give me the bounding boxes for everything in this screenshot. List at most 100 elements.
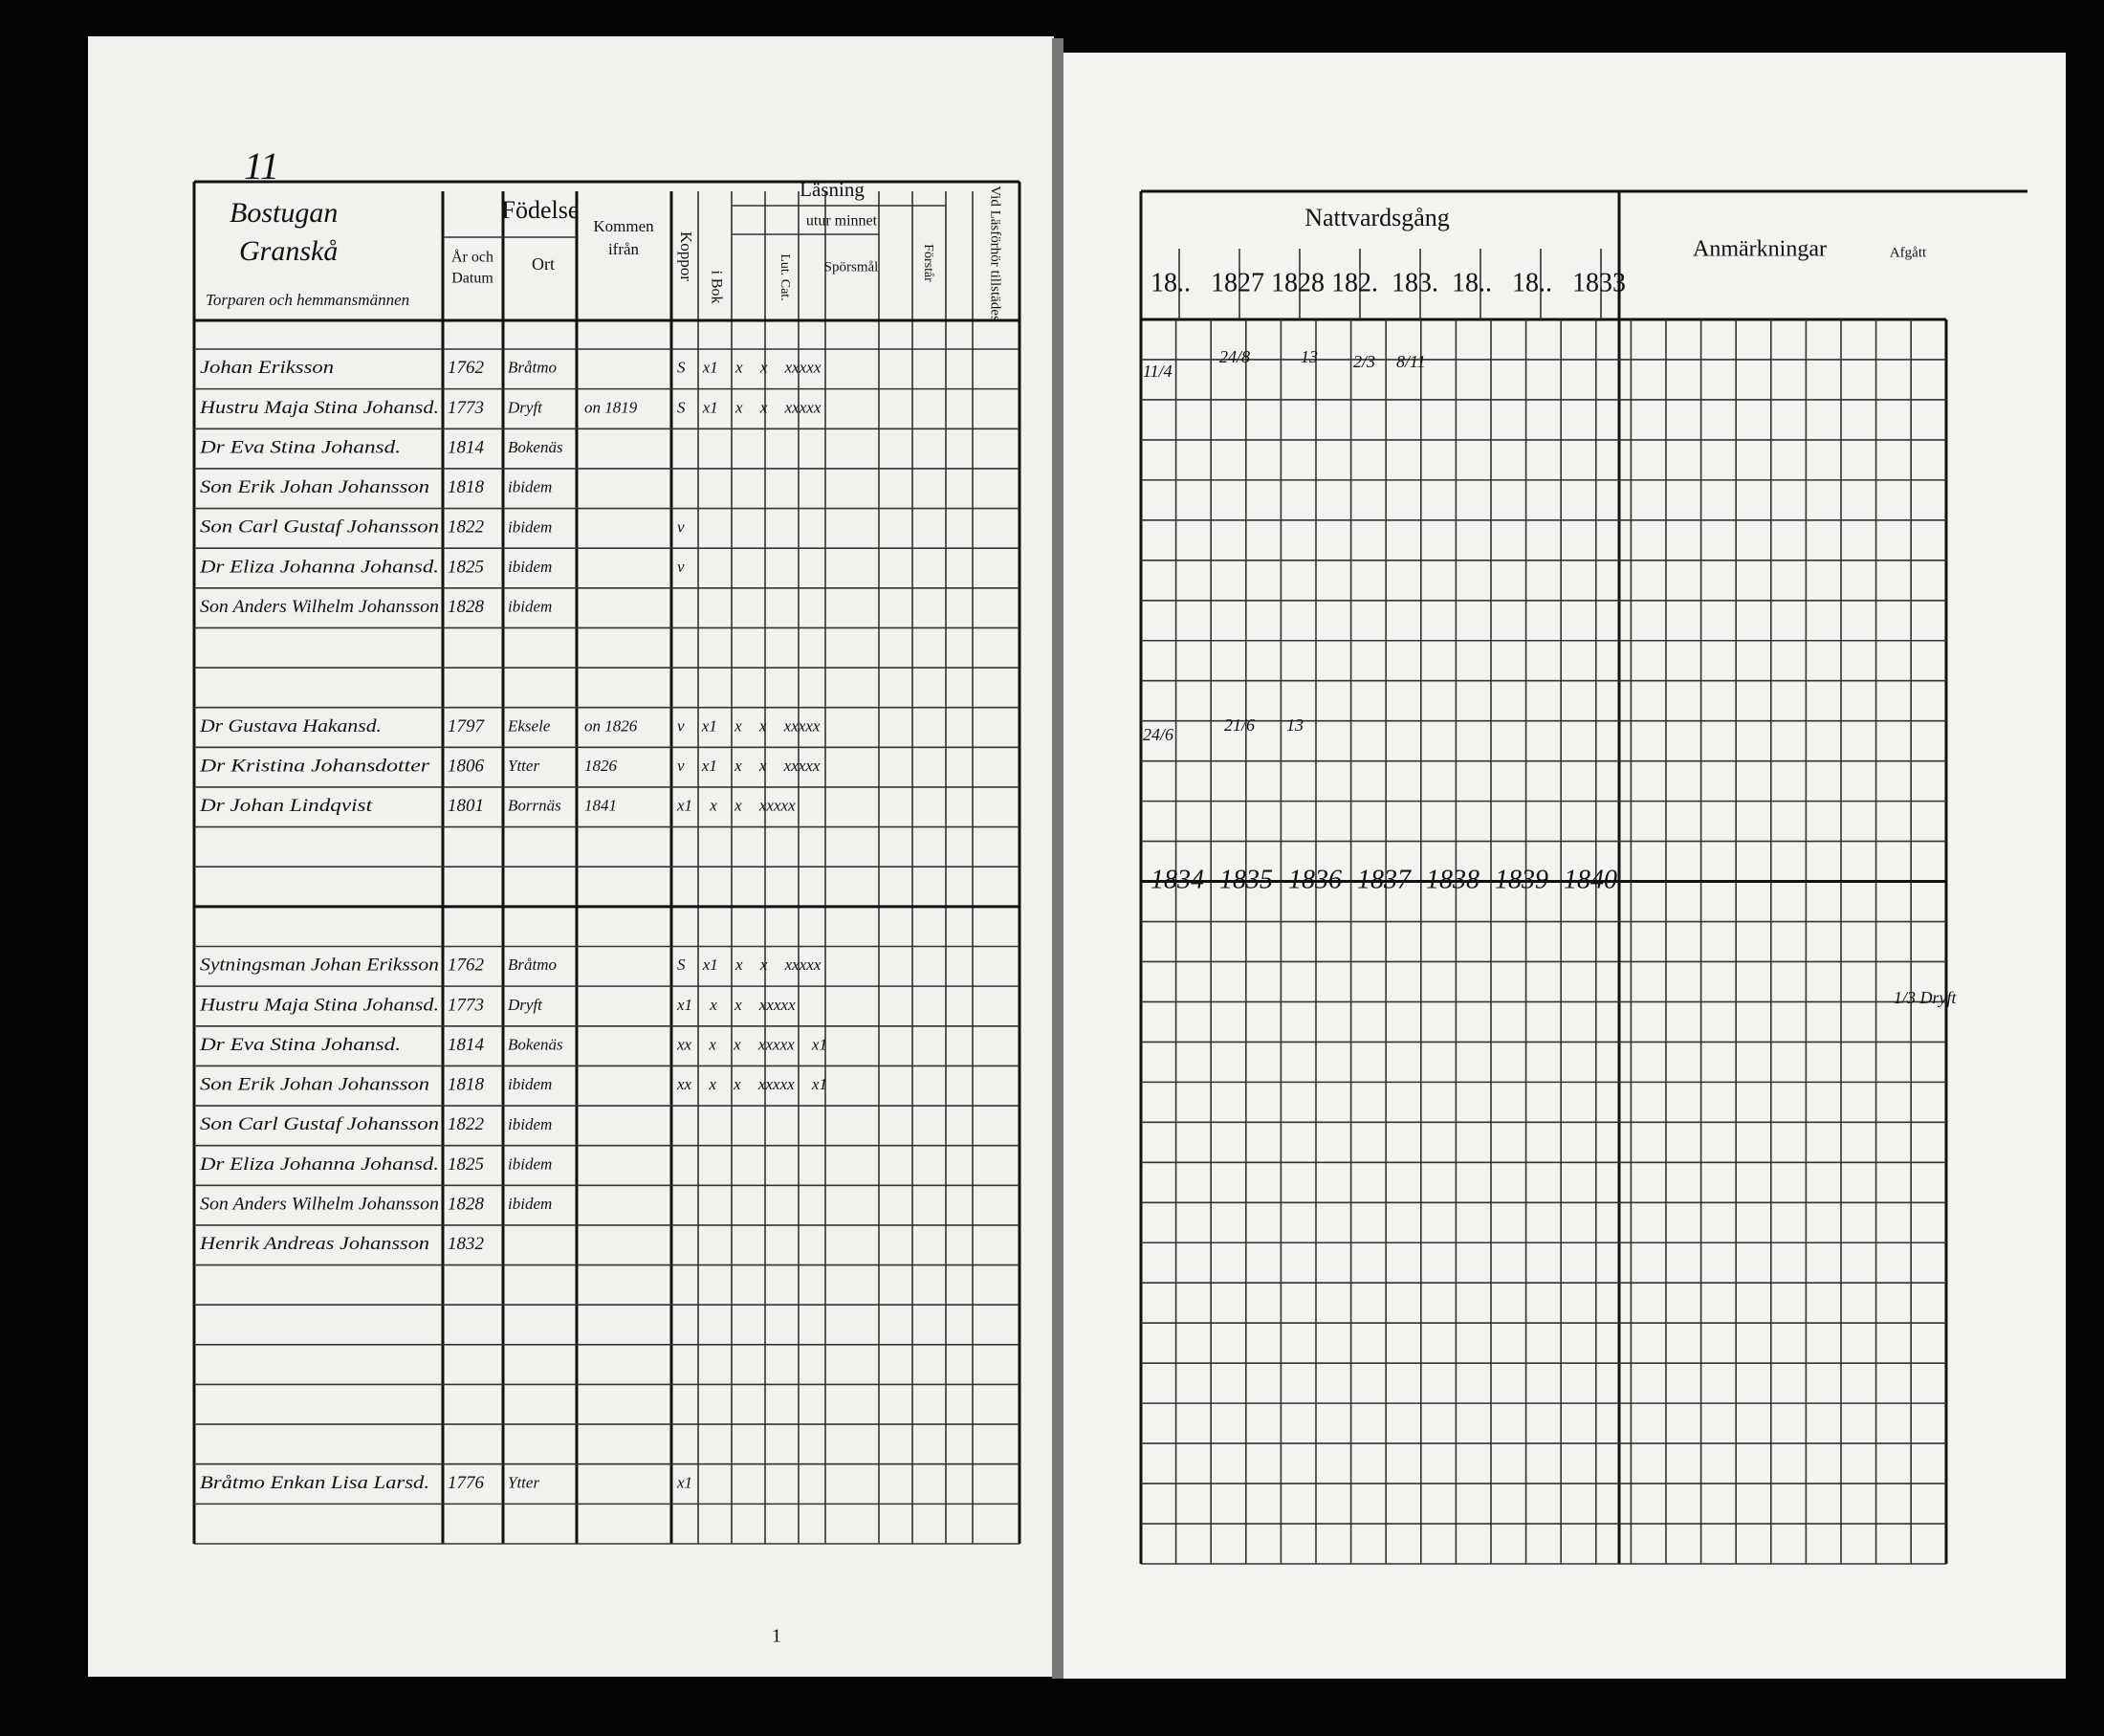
entry-name: Son Carl Gustaf Johansson [200, 517, 439, 538]
left-page [88, 36, 1054, 1677]
entry-marks: S x1 x x xxxxx [677, 956, 822, 974]
year-label: 1828 [1271, 268, 1325, 297]
entry-place: Dryft [507, 996, 543, 1014]
communion-note: 13 [1286, 715, 1304, 735]
header-catechism: Lut. Cat. [778, 253, 792, 300]
header-came-from: ifrån [608, 240, 640, 258]
entry-name: Sytningsman Johan Eriksson [200, 956, 439, 976]
header-questions: Spörsmål [824, 259, 879, 275]
year-label: 1827 [1211, 268, 1264, 297]
entry-place: ibidem [508, 1115, 552, 1133]
place: Granskå [239, 235, 338, 267]
communion-note: 24/6 [1143, 725, 1173, 744]
header-date: Datum [451, 271, 493, 287]
entry-date: 1828 [448, 597, 485, 617]
page-footer: 1 [772, 1626, 781, 1647]
ruled-grid [192, 180, 2027, 1565]
entry-place: ibidem [508, 517, 552, 536]
entry-marks: v [677, 517, 685, 536]
entry-name: Son Anders Wilhelm Johansson [200, 597, 439, 617]
header-birthplace: Ort [532, 254, 555, 274]
entry-marks: xx x x xxxxx x1 [676, 1035, 827, 1053]
entry-name: Son Erik Johan Johansson [200, 1075, 429, 1095]
entry-place: Eksele [507, 716, 551, 735]
entry-place: Bokenäs [508, 438, 563, 456]
communion-note: 8/11 [1396, 352, 1426, 371]
entry-date: 1822 [448, 1114, 485, 1134]
entry-date: 1806 [448, 757, 485, 777]
entry-place: Bråtmo [508, 956, 557, 974]
entry-date: 1818 [448, 1075, 485, 1095]
year-label: 1836 [1288, 865, 1342, 894]
communion-note: 13 [1301, 347, 1318, 366]
year-label: 1834 [1151, 865, 1204, 894]
entry-marks: x1 x x xxxxx [676, 996, 796, 1014]
year-label: 18.. [1151, 268, 1191, 297]
year-label: 1835 [1219, 865, 1273, 894]
entry-name: Dr Johan Lindqvist [199, 796, 373, 816]
year-label: 18.. [1512, 268, 1552, 297]
header-present: Vid Läsförhör tillstädes [988, 186, 1003, 321]
entry-place: ibidem [508, 478, 552, 496]
owner: Bostugan [230, 197, 338, 229]
entry-name: Son Anders Wilhelm Johansson [200, 1194, 439, 1214]
header-remarks: Anmärkningar [1693, 237, 1827, 262]
entry-came-from: on 1826 [584, 716, 638, 735]
entry-date: 1762 [448, 956, 485, 976]
entry-date: 1828 [448, 1194, 485, 1214]
entry-date: 1832 [448, 1234, 485, 1254]
entry-name: Bråtmo Enkan Lisa Larsd. [200, 1473, 429, 1493]
entry-date: 1825 [448, 557, 484, 577]
communion-note: 2/3 [1353, 352, 1375, 371]
header-came-from: Kommen [593, 217, 654, 235]
communion-note: 21/6 [1224, 715, 1255, 735]
entry-place: ibidem [508, 558, 552, 576]
entry-place: Dryft [507, 398, 543, 416]
entry-date: 1801 [448, 796, 484, 816]
entry-marks: x1 x x xxxxx [676, 797, 796, 815]
entry-marks: S x1 x x xxxxx [677, 398, 822, 416]
year-label: 1838 [1426, 865, 1479, 894]
entry-marks: S x1 x x xxxxx [677, 359, 822, 377]
header-communion: Nattvardsgång [1304, 204, 1450, 231]
entry-came-from: 1841 [584, 797, 617, 815]
communion-note: 1/3 Dryft [1894, 988, 1957, 1007]
entry-date: 1825 [448, 1154, 484, 1175]
entry-date: 1797 [448, 716, 486, 736]
year-label: 1840 [1564, 865, 1617, 894]
entry-date: 1818 [448, 477, 485, 497]
entry-date: 1762 [448, 358, 485, 378]
header-departed: Afgått [1890, 245, 1927, 260]
year-label: 18.. [1452, 268, 1492, 297]
entry-name: Dr Kristina Johansdotter [199, 757, 430, 777]
entry-place: ibidem [508, 598, 552, 616]
entry-place: ibidem [508, 1075, 552, 1093]
entry-came-from: 1826 [584, 757, 618, 775]
entry-place: Bokenäs [508, 1035, 563, 1053]
entry-came-from: on 1819 [584, 398, 638, 416]
entry-date: 1814 [448, 1035, 485, 1055]
entry-place: Borrnäs [508, 797, 561, 815]
entry-name: Hustru Maja Stina Johansd. [199, 995, 439, 1015]
entry-place: ibidem [508, 1154, 552, 1173]
entry-name: Henrik Andreas Johansson [199, 1234, 429, 1254]
communion-note: 11/4 [1143, 362, 1173, 381]
entry-marks: xx x x xxxxx x1 [676, 1075, 827, 1093]
entry-name: Dr Gustava Hakansd. [199, 716, 382, 736]
entry-name: Dr Eva Stina Johansd. [199, 437, 401, 457]
entry-name: Dr Eliza Johanna Johansd. [199, 1154, 439, 1175]
entry-name: Dr Eva Stina Johansd. [199, 1035, 401, 1055]
entry-marks: v x1 x x xxxxx [677, 757, 821, 775]
right-page [1062, 53, 2066, 1679]
header-reading: Läsning [800, 178, 865, 201]
year-label: 182. [1331, 268, 1378, 297]
entry-date: 1773 [448, 995, 484, 1015]
entry-name: Son Carl Gustaf Johansson [200, 1114, 439, 1134]
entry-date: 1822 [448, 517, 485, 538]
header-date: År och [451, 249, 493, 266]
communion-note: 24/8 [1219, 347, 1250, 366]
header-in-book: i Bok [708, 270, 724, 303]
year-label: 1833 [1572, 268, 1626, 297]
year-label: 1839 [1495, 865, 1548, 894]
